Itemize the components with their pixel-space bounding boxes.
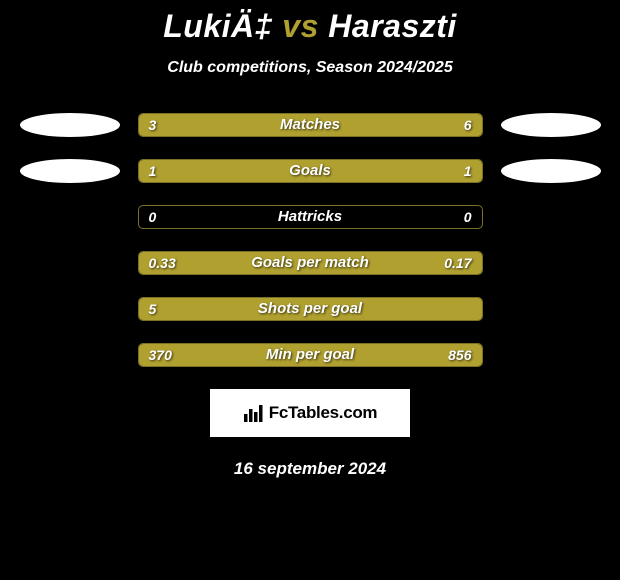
stat-row: 5Shots per goal (0, 297, 620, 321)
player1-name: LukiÄ‡ (163, 8, 273, 44)
stat-row: 0.330.17Goals per match (0, 251, 620, 275)
comparison-card: LukiÄ‡ vs Haraszti Club competitions, Se… (0, 0, 620, 580)
stats-rows: 36Matches 11Goals 00Hattricks 0.330.17Goals… (0, 113, 620, 367)
stat-bar: 0.330.17Goals per match (138, 251, 483, 275)
stat-row: 36Matches (0, 113, 620, 137)
subtitle: Club competitions, Season 2024/2025 (0, 59, 620, 77)
badge-spacer (501, 251, 601, 275)
stat-bar: 36Matches (138, 113, 483, 137)
team-badge-left (20, 113, 120, 137)
badge-spacer (501, 205, 601, 229)
stat-bar: 00Hattricks (138, 205, 483, 229)
stat-bar: 11Goals (138, 159, 483, 183)
stat-row: 11Goals (0, 159, 620, 183)
stat-label: Min per goal (139, 344, 482, 366)
badge-spacer (501, 343, 601, 367)
stat-label: Goals (139, 160, 482, 182)
team-badge-right (501, 159, 601, 183)
stat-bar: 5Shots per goal (138, 297, 483, 321)
stat-label: Hattricks (139, 206, 482, 228)
team-badge-right (501, 113, 601, 137)
vs-text: vs (282, 8, 319, 44)
badge-spacer (20, 297, 120, 321)
stat-label: Goals per match (139, 252, 482, 274)
player2-name: Haraszti (328, 8, 457, 44)
badge-spacer (20, 251, 120, 275)
stat-bar: 370856Min per goal (138, 343, 483, 367)
stat-row: 00Hattricks (0, 205, 620, 229)
badge-spacer (20, 343, 120, 367)
stat-row: 370856Min per goal (0, 343, 620, 367)
logo-box: FcTables.com (210, 389, 410, 437)
page-title: LukiÄ‡ vs Haraszti (0, 8, 620, 45)
logo-text: FcTables.com (269, 403, 378, 423)
badge-spacer (501, 297, 601, 321)
badge-spacer (20, 205, 120, 229)
footer-date: 16 september 2024 (0, 459, 620, 479)
team-badge-left (20, 159, 120, 183)
bar-chart-icon (243, 403, 263, 423)
stat-label: Matches (139, 114, 482, 136)
stat-label: Shots per goal (139, 298, 482, 320)
